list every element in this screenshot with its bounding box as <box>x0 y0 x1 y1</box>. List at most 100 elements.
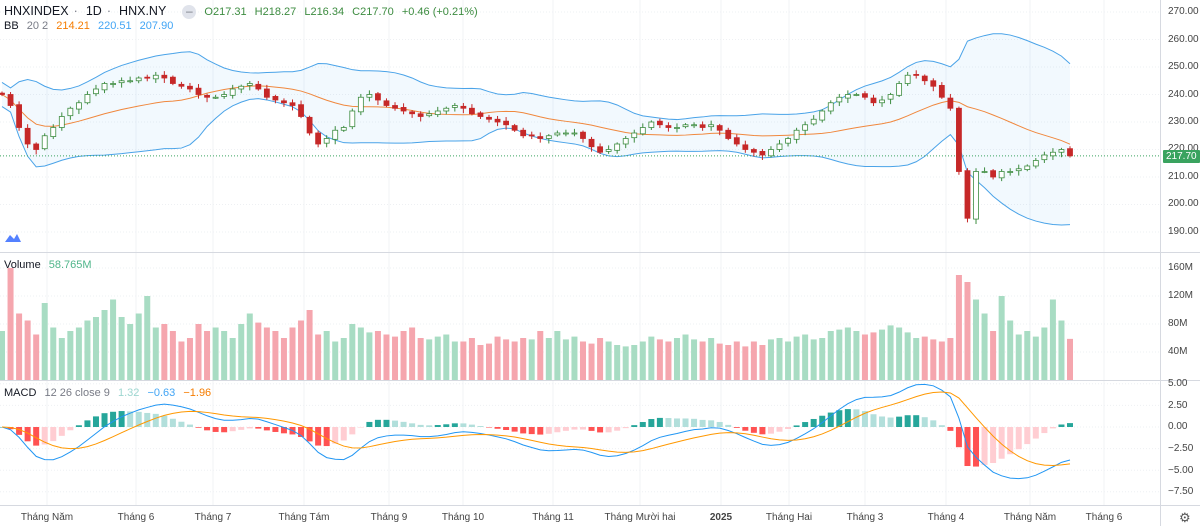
candle-body <box>50 127 57 137</box>
candle-body <box>802 124 809 131</box>
candle-body <box>528 134 535 137</box>
volume-bar <box>451 341 458 380</box>
volume-bar <box>272 331 279 380</box>
macd-line-value: −0.63 <box>147 387 176 399</box>
volume-bar <box>853 331 860 380</box>
macd-histogram-bar <box>1049 427 1056 429</box>
macd-histogram-bar <box>776 427 783 432</box>
candle-body <box>913 74 920 76</box>
bb-basis-line <box>1 85 1071 145</box>
candle-body <box>1067 148 1073 157</box>
volume-bar <box>503 339 510 380</box>
volume-bar <box>195 324 202 380</box>
interval: 1D <box>85 4 102 18</box>
macd-histogram-bar <box>537 427 544 435</box>
macd-histogram-bar <box>152 413 159 427</box>
candle-body <box>1032 160 1039 167</box>
candle-body <box>938 85 945 98</box>
volume-bar <box>639 341 646 380</box>
ohlc-close: C217.70 <box>352 6 394 18</box>
volume-bar <box>605 341 612 380</box>
volume-bar <box>434 336 441 380</box>
volume-bar <box>776 338 783 380</box>
candle-body <box>836 96 843 103</box>
candle-body <box>434 110 441 115</box>
macd-histogram-bar <box>24 427 31 442</box>
macd-histogram-bar <box>742 427 749 431</box>
tradingview-logo-icon[interactable] <box>4 230 22 244</box>
volume-bar <box>827 331 834 380</box>
candle-body <box>494 118 501 123</box>
candle-body <box>810 118 817 125</box>
macd-histogram-bar <box>904 415 911 427</box>
volume-bar <box>33 334 40 380</box>
candle-body <box>486 116 492 120</box>
settings-gear-icon[interactable]: ⚙ <box>1179 510 1191 525</box>
candle-body <box>460 105 467 109</box>
candle-body <box>7 94 14 106</box>
macd-histogram-bar <box>1024 427 1031 445</box>
candle-body <box>648 121 655 128</box>
volume-bar <box>955 275 962 380</box>
volume-bar <box>477 345 484 380</box>
volume-tick: 40M <box>1168 346 1188 357</box>
macd-histogram-bar <box>887 417 894 427</box>
macd-histogram-bar <box>579 427 586 430</box>
candle-body <box>827 102 834 112</box>
macd-histogram-bar <box>827 412 834 427</box>
volume-bar <box>810 339 817 380</box>
volume-bar <box>204 331 211 380</box>
time-tick: Tháng 6 <box>117 512 155 523</box>
macd-histogram-bar <box>135 411 142 427</box>
candle-body <box>127 80 134 83</box>
macd-histogram-bar <box>212 427 219 432</box>
macd-histogram-bar <box>759 427 766 435</box>
macd-histogram-bar <box>58 427 65 436</box>
macd-histogram-bar <box>426 425 433 427</box>
volume-bar <box>614 345 621 380</box>
candle-body <box>417 113 424 117</box>
candle-body <box>631 132 638 139</box>
volume-bar <box>101 310 108 380</box>
candle-body <box>1041 154 1048 161</box>
exchange: HNX.NY <box>119 4 167 18</box>
price-tick: 210.00 <box>1168 171 1199 182</box>
volume-bar <box>357 327 364 380</box>
volume-bar <box>973 299 980 380</box>
candle-body <box>118 80 125 84</box>
volume-bar <box>622 346 629 380</box>
bb-upper-value: 220.51 <box>97 20 132 32</box>
candle-body <box>392 105 398 109</box>
bb-lower-value: 207.90 <box>139 20 174 32</box>
candle-body <box>298 104 304 117</box>
macd-histogram-bar <box>477 426 484 427</box>
macd-histogram-bar <box>528 427 535 435</box>
candle-body <box>1050 151 1056 157</box>
macd-histogram-bar <box>981 427 988 465</box>
candle-body <box>409 111 416 115</box>
macd-label: MACD <box>4 387 37 399</box>
candle-body <box>614 143 621 151</box>
candle-body <box>511 125 518 131</box>
candle-body <box>152 74 159 80</box>
candle-body <box>332 129 339 140</box>
macd-histogram-bar <box>101 413 108 427</box>
candle-body <box>101 83 108 91</box>
candle-body <box>84 94 91 104</box>
volume-bar <box>836 329 843 380</box>
candle-body <box>580 131 586 139</box>
volume-bar <box>819 338 826 380</box>
macd-histogram-bar <box>819 415 826 427</box>
macd-legend[interactable]: MACD 12 26 close 9 1.32 −0.63 −1.96 <box>4 387 216 399</box>
time-tick: Tháng 6 <box>1085 512 1123 523</box>
collapse-legend-icon[interactable]: – <box>182 5 197 20</box>
candle-body <box>357 96 364 113</box>
volume-legend[interactable]: Volume 58.765M <box>4 259 97 271</box>
macd-histogram-bar <box>1067 423 1073 427</box>
volume-bar <box>879 329 886 380</box>
bb-legend[interactable]: BB 20 2 214.21 220.51 207.90 <box>4 20 178 32</box>
volume-bar <box>494 336 501 380</box>
volume-bar <box>528 339 535 380</box>
volume-bar <box>1015 334 1022 380</box>
